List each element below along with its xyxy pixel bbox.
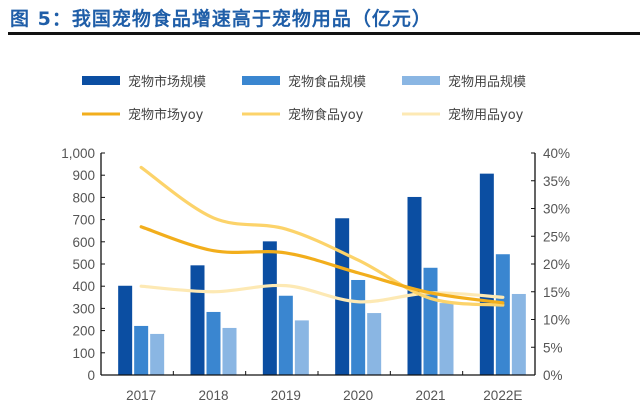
bar-宠物用品规模-2018 xyxy=(222,327,237,375)
right-tick-label: 15% xyxy=(543,285,570,300)
x-tick-label: 2019 xyxy=(271,388,301,403)
left-tick-label: 300 xyxy=(72,301,95,316)
bar-宠物市场规模-2019 xyxy=(262,241,277,375)
bar-宠物食品规模-2021 xyxy=(423,267,438,375)
right-tick-label: 25% xyxy=(543,229,570,244)
bar-宠物食品规模-2018 xyxy=(206,311,221,375)
legend-label: 宠物用品yoy xyxy=(448,107,524,123)
legend-swatch xyxy=(82,76,120,85)
left-tick-label: 400 xyxy=(72,279,95,294)
right-tick-label: 5% xyxy=(543,340,563,355)
left-tick-label: 500 xyxy=(72,257,95,272)
right-tick-label: 30% xyxy=(543,202,570,217)
left-tick-label: 200 xyxy=(72,324,95,339)
title-rule xyxy=(8,32,640,35)
right-tick-label: 20% xyxy=(543,257,570,272)
bar-宠物用品规模-2022E xyxy=(511,293,526,375)
bar-宠物食品规模-2017 xyxy=(134,325,149,375)
bar-宠物市场规模-2022E xyxy=(479,173,494,375)
bar-宠物食品规模-2020 xyxy=(351,279,366,375)
bar-宠物用品规模-2019 xyxy=(294,320,309,375)
bar-宠物用品规模-2021 xyxy=(439,303,454,375)
left-tick-label: 900 xyxy=(72,168,95,183)
legend-label: 宠物用品规模 xyxy=(448,74,526,90)
bar-宠物市场规模-2020 xyxy=(335,218,350,375)
figure-title: 图 5：我国宠物食品增速高于宠物用品（亿元） xyxy=(10,8,432,30)
right-tick-label: 35% xyxy=(543,174,570,189)
left-tick-label: 100 xyxy=(72,346,95,361)
bar-宠物用品规模-2017 xyxy=(150,333,165,375)
legend-label: 宠物食品yoy xyxy=(288,107,364,123)
left-tick-label: 600 xyxy=(72,235,95,250)
bar-宠物市场规模-2018 xyxy=(190,265,205,375)
legend-label: 宠物市场规模 xyxy=(128,74,206,90)
bar-宠物食品规模-2019 xyxy=(278,295,293,375)
bar-宠物用品规模-2020 xyxy=(367,313,382,375)
legend-swatch xyxy=(402,76,440,85)
x-tick-label: 2018 xyxy=(198,388,228,403)
left-tick-label: 0 xyxy=(87,368,95,383)
bar-宠物市场规模-2017 xyxy=(118,285,133,375)
legend-label: 宠物食品规模 xyxy=(288,74,366,90)
left-tick-label: 1,000 xyxy=(61,146,95,161)
legend-label: 宠物市场yoy xyxy=(128,107,204,123)
line-宠物市场yoy xyxy=(139,225,505,305)
x-tick-label: 2021 xyxy=(415,388,445,403)
x-tick-label: 2022E xyxy=(483,388,522,403)
left-tick-label: 800 xyxy=(72,190,95,205)
right-tick-label: 40% xyxy=(543,146,570,161)
x-tick-label: 2020 xyxy=(343,388,373,403)
bar-宠物食品规模-2022E xyxy=(495,254,510,375)
left-tick-label: 700 xyxy=(72,213,95,228)
line-宠物食品yoy xyxy=(139,165,505,307)
right-tick-label: 0% xyxy=(543,368,563,383)
right-tick-label: 10% xyxy=(543,313,570,328)
x-tick-label: 2017 xyxy=(126,388,156,403)
legend-swatch xyxy=(242,76,280,85)
bar-宠物市场规模-2021 xyxy=(407,196,422,375)
